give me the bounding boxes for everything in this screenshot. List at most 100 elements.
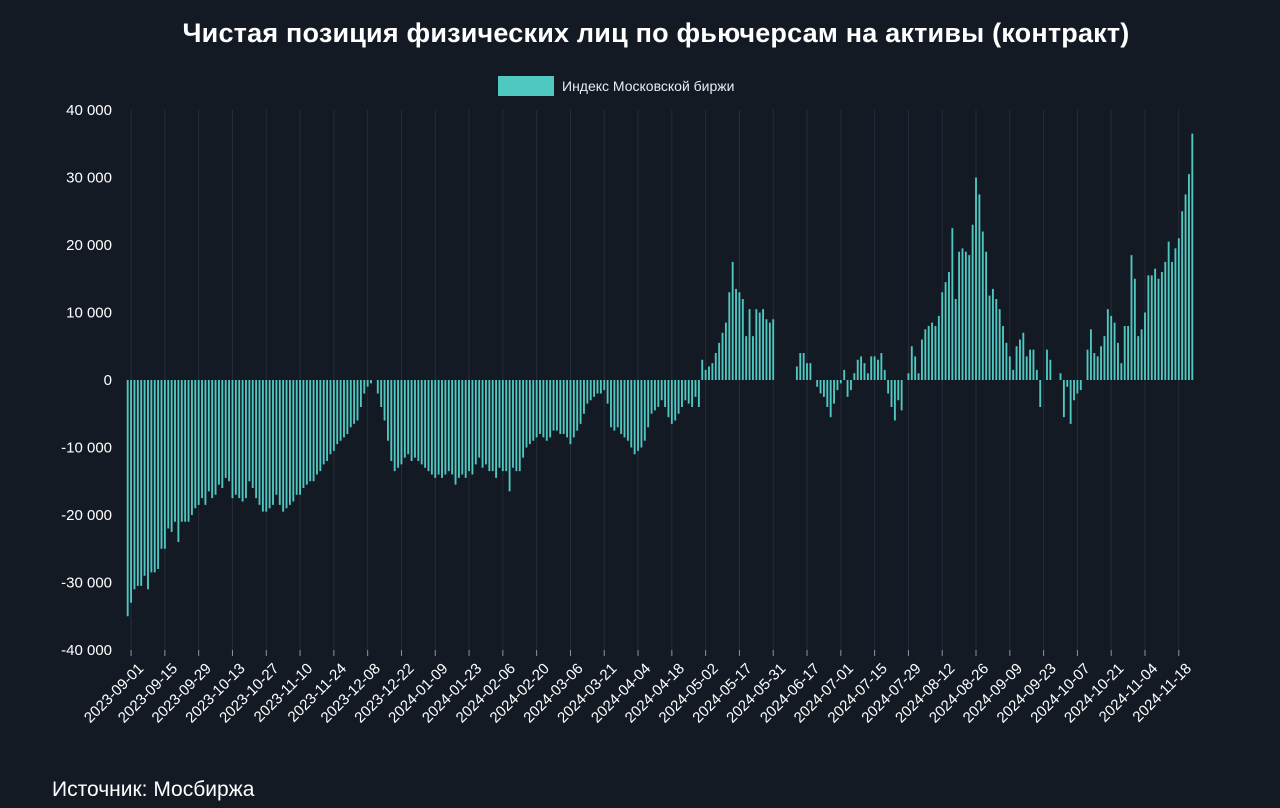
bar	[927, 326, 930, 380]
bar	[552, 380, 555, 431]
bar	[417, 380, 420, 461]
bar	[799, 353, 802, 380]
bar	[809, 363, 812, 381]
bar	[846, 380, 849, 397]
bar	[451, 380, 454, 475]
bar	[201, 380, 203, 499]
y-tick-label: -40 000	[61, 642, 112, 659]
bar	[194, 380, 197, 509]
bar	[1157, 278, 1160, 380]
bar	[1049, 359, 1052, 380]
bar	[332, 380, 335, 451]
bar	[724, 322, 727, 381]
bar	[133, 380, 136, 590]
bar	[667, 380, 670, 418]
bar	[501, 380, 504, 472]
bar	[238, 380, 241, 499]
bar	[549, 380, 552, 438]
bar	[272, 380, 274, 505]
bar	[819, 380, 822, 394]
bar	[931, 322, 933, 381]
bar	[376, 380, 379, 394]
bar	[897, 380, 900, 401]
bar	[887, 380, 890, 394]
bar	[677, 380, 680, 414]
bar	[674, 380, 677, 421]
y-tick-label: -10 000	[61, 440, 112, 457]
bar	[1029, 349, 1032, 381]
y-tick-label: 30 000	[66, 170, 112, 187]
bar	[214, 380, 217, 495]
bar	[447, 380, 450, 472]
bar	[278, 380, 281, 505]
bar	[295, 380, 298, 495]
bar	[302, 380, 305, 488]
bar	[1110, 315, 1113, 381]
bar	[978, 194, 981, 381]
bar	[441, 380, 443, 478]
bar	[224, 380, 227, 478]
bar	[535, 380, 538, 438]
bar	[572, 380, 575, 438]
bar	[491, 380, 494, 472]
bar	[309, 380, 312, 482]
bar	[701, 359, 704, 380]
bar	[126, 380, 129, 617]
bar	[654, 380, 656, 411]
bar	[1184, 194, 1187, 381]
bar	[937, 315, 940, 381]
bar	[566, 380, 568, 438]
bar	[481, 380, 484, 468]
bar	[921, 339, 923, 380]
bar	[1076, 380, 1079, 394]
bar	[711, 363, 714, 381]
bar	[1171, 261, 1173, 381]
bar	[177, 380, 180, 542]
bar	[245, 380, 247, 499]
bar	[1025, 356, 1028, 381]
bar	[437, 380, 440, 475]
bar	[370, 380, 372, 384]
bar	[765, 319, 768, 380]
bar	[755, 309, 758, 381]
bar	[650, 380, 653, 414]
bar	[1113, 322, 1116, 381]
bar	[748, 309, 751, 381]
bar	[468, 380, 470, 472]
bar	[762, 309, 765, 381]
bar	[522, 380, 525, 458]
bar	[1066, 380, 1069, 387]
y-tick-label: 0	[104, 372, 112, 389]
bar	[319, 380, 322, 472]
bar	[1150, 275, 1153, 381]
bar	[1164, 261, 1167, 381]
bar	[768, 322, 771, 381]
bar	[1154, 268, 1157, 381]
bar	[995, 299, 998, 380]
bar	[870, 356, 873, 381]
bar	[1144, 312, 1146, 380]
bar	[258, 380, 261, 505]
bar	[745, 336, 748, 381]
bar	[630, 380, 633, 448]
bar	[329, 380, 332, 455]
bar	[1096, 356, 1099, 381]
bar	[383, 380, 386, 421]
bar	[579, 380, 582, 424]
bar	[1015, 346, 1018, 380]
bar	[850, 380, 852, 391]
bar	[525, 380, 528, 448]
bar	[387, 380, 389, 441]
bar	[390, 380, 393, 461]
bar	[305, 380, 308, 485]
bar	[251, 380, 254, 488]
bar	[427, 380, 430, 472]
bar	[1130, 255, 1133, 381]
bar	[312, 380, 315, 482]
bar	[231, 380, 234, 499]
bar	[515, 380, 518, 472]
bar	[508, 380, 511, 492]
bar	[853, 373, 856, 380]
bar	[975, 177, 977, 380]
